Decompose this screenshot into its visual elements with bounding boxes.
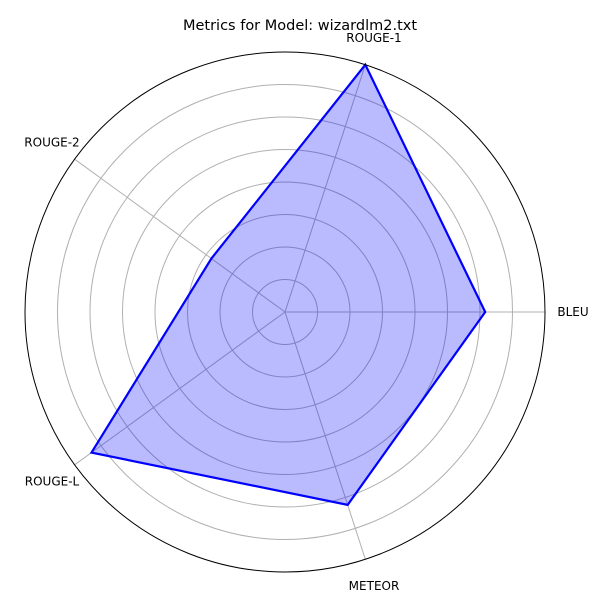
- chart-title: Metrics for Model: wizardlm2.txt: [183, 18, 417, 34]
- grid-spoke: [74, 158, 286, 313]
- axis-label: BLEU: [557, 305, 588, 319]
- outer-frame: [24, 51, 546, 573]
- axis-label: ROUGE-L: [25, 474, 80, 488]
- axis-label: METEOR: [349, 579, 400, 593]
- grid: [57, 64, 545, 560]
- data-layer: [89, 62, 487, 507]
- grid-spoke: [284, 64, 366, 313]
- axis-label: ROUGE-2: [24, 136, 79, 150]
- axis-label: ROUGE-1: [346, 31, 401, 45]
- grid-spoke: [74, 311, 286, 466]
- grid-spoke: [284, 311, 366, 560]
- series-line: [89, 62, 487, 507]
- series-fill: [91, 64, 486, 505]
- axis-labels: BLEU ROUGE-1 ROUGE-2 ROUGE-L METEOR: [24, 31, 588, 593]
